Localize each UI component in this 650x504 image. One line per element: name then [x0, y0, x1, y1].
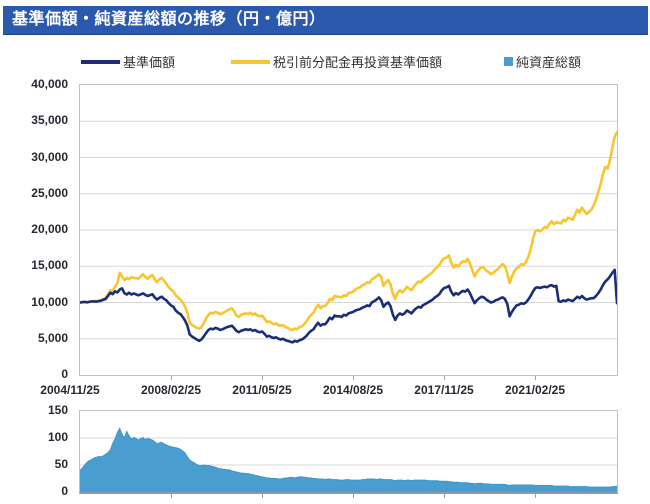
price-x-tick-label: 2021/02/25	[504, 383, 566, 397]
price-x-tick-mark	[353, 376, 354, 380]
price-y-tick-label: 5,000	[37, 331, 68, 345]
assets-y-tick-label: 0	[61, 484, 68, 498]
assets-x-tick-mark	[535, 494, 536, 498]
price-x-tick-label: 2017/11/25	[414, 383, 474, 397]
legend-item-reinvest: 税引前分配金再投資基準価額	[231, 54, 443, 70]
price-y-tick-label: 40,000	[31, 77, 68, 91]
price-y-tick-label: 20,000	[31, 222, 68, 236]
legend-label-assets: 純資産総額	[516, 55, 582, 70]
reinvest-line-swatch	[231, 59, 270, 64]
assets-x-tick-mark	[353, 494, 354, 498]
assets-x-tick-mark	[444, 494, 445, 498]
assets-x-tick-mark	[171, 494, 172, 498]
legend-label-reinvest: 税引前分配金再投資基準価額	[273, 55, 443, 70]
price-x-tick-mark	[444, 376, 445, 380]
assets-chart-plot-area	[79, 410, 618, 494]
price-y-tick-label: 35,000	[31, 113, 68, 127]
price-x-tick-label: 2004/11/25	[40, 383, 100, 397]
price-y-tick-label: 10,000	[31, 295, 68, 309]
assets-y-tick-label: 150	[47, 403, 68, 417]
assets-y-tick-label: 100	[47, 430, 68, 444]
price-y-tick-label: 15,000	[31, 258, 68, 272]
price-x-tick-mark	[262, 376, 263, 380]
legend-item-assets: 純資産総額	[504, 54, 582, 70]
price-x-tick-label: 2008/02/25	[140, 383, 202, 397]
price-y-tick-label: 0	[61, 367, 68, 381]
title-bar: 基準価額・純資産総額の推移（円・億円）	[3, 6, 648, 35]
assets-x-tick-mark	[262, 494, 263, 498]
assets-y-tick-label: 50	[54, 457, 68, 471]
assets-chart-svg	[80, 427, 617, 492]
price-chart-plot-area	[79, 84, 618, 376]
legend-item-nav: 基準価額	[81, 54, 176, 70]
price-x-tick-label: 2014/08/25	[322, 383, 384, 397]
price-x-tick-mark	[171, 376, 172, 380]
assets-square-swatch	[504, 57, 513, 66]
nav-line-swatch	[81, 59, 120, 64]
price-chart-svg	[80, 120, 617, 344]
price-y-tick-label: 30,000	[31, 150, 68, 164]
price-x-tick-mark	[535, 376, 536, 380]
page-title: 基準価額・純資産総額の推移（円・億円）	[12, 11, 326, 28]
legend-label-nav: 基準価額	[123, 55, 176, 70]
price-y-tick-label: 25,000	[31, 186, 68, 200]
price-x-tick-label: 2011/05/25	[232, 383, 292, 397]
